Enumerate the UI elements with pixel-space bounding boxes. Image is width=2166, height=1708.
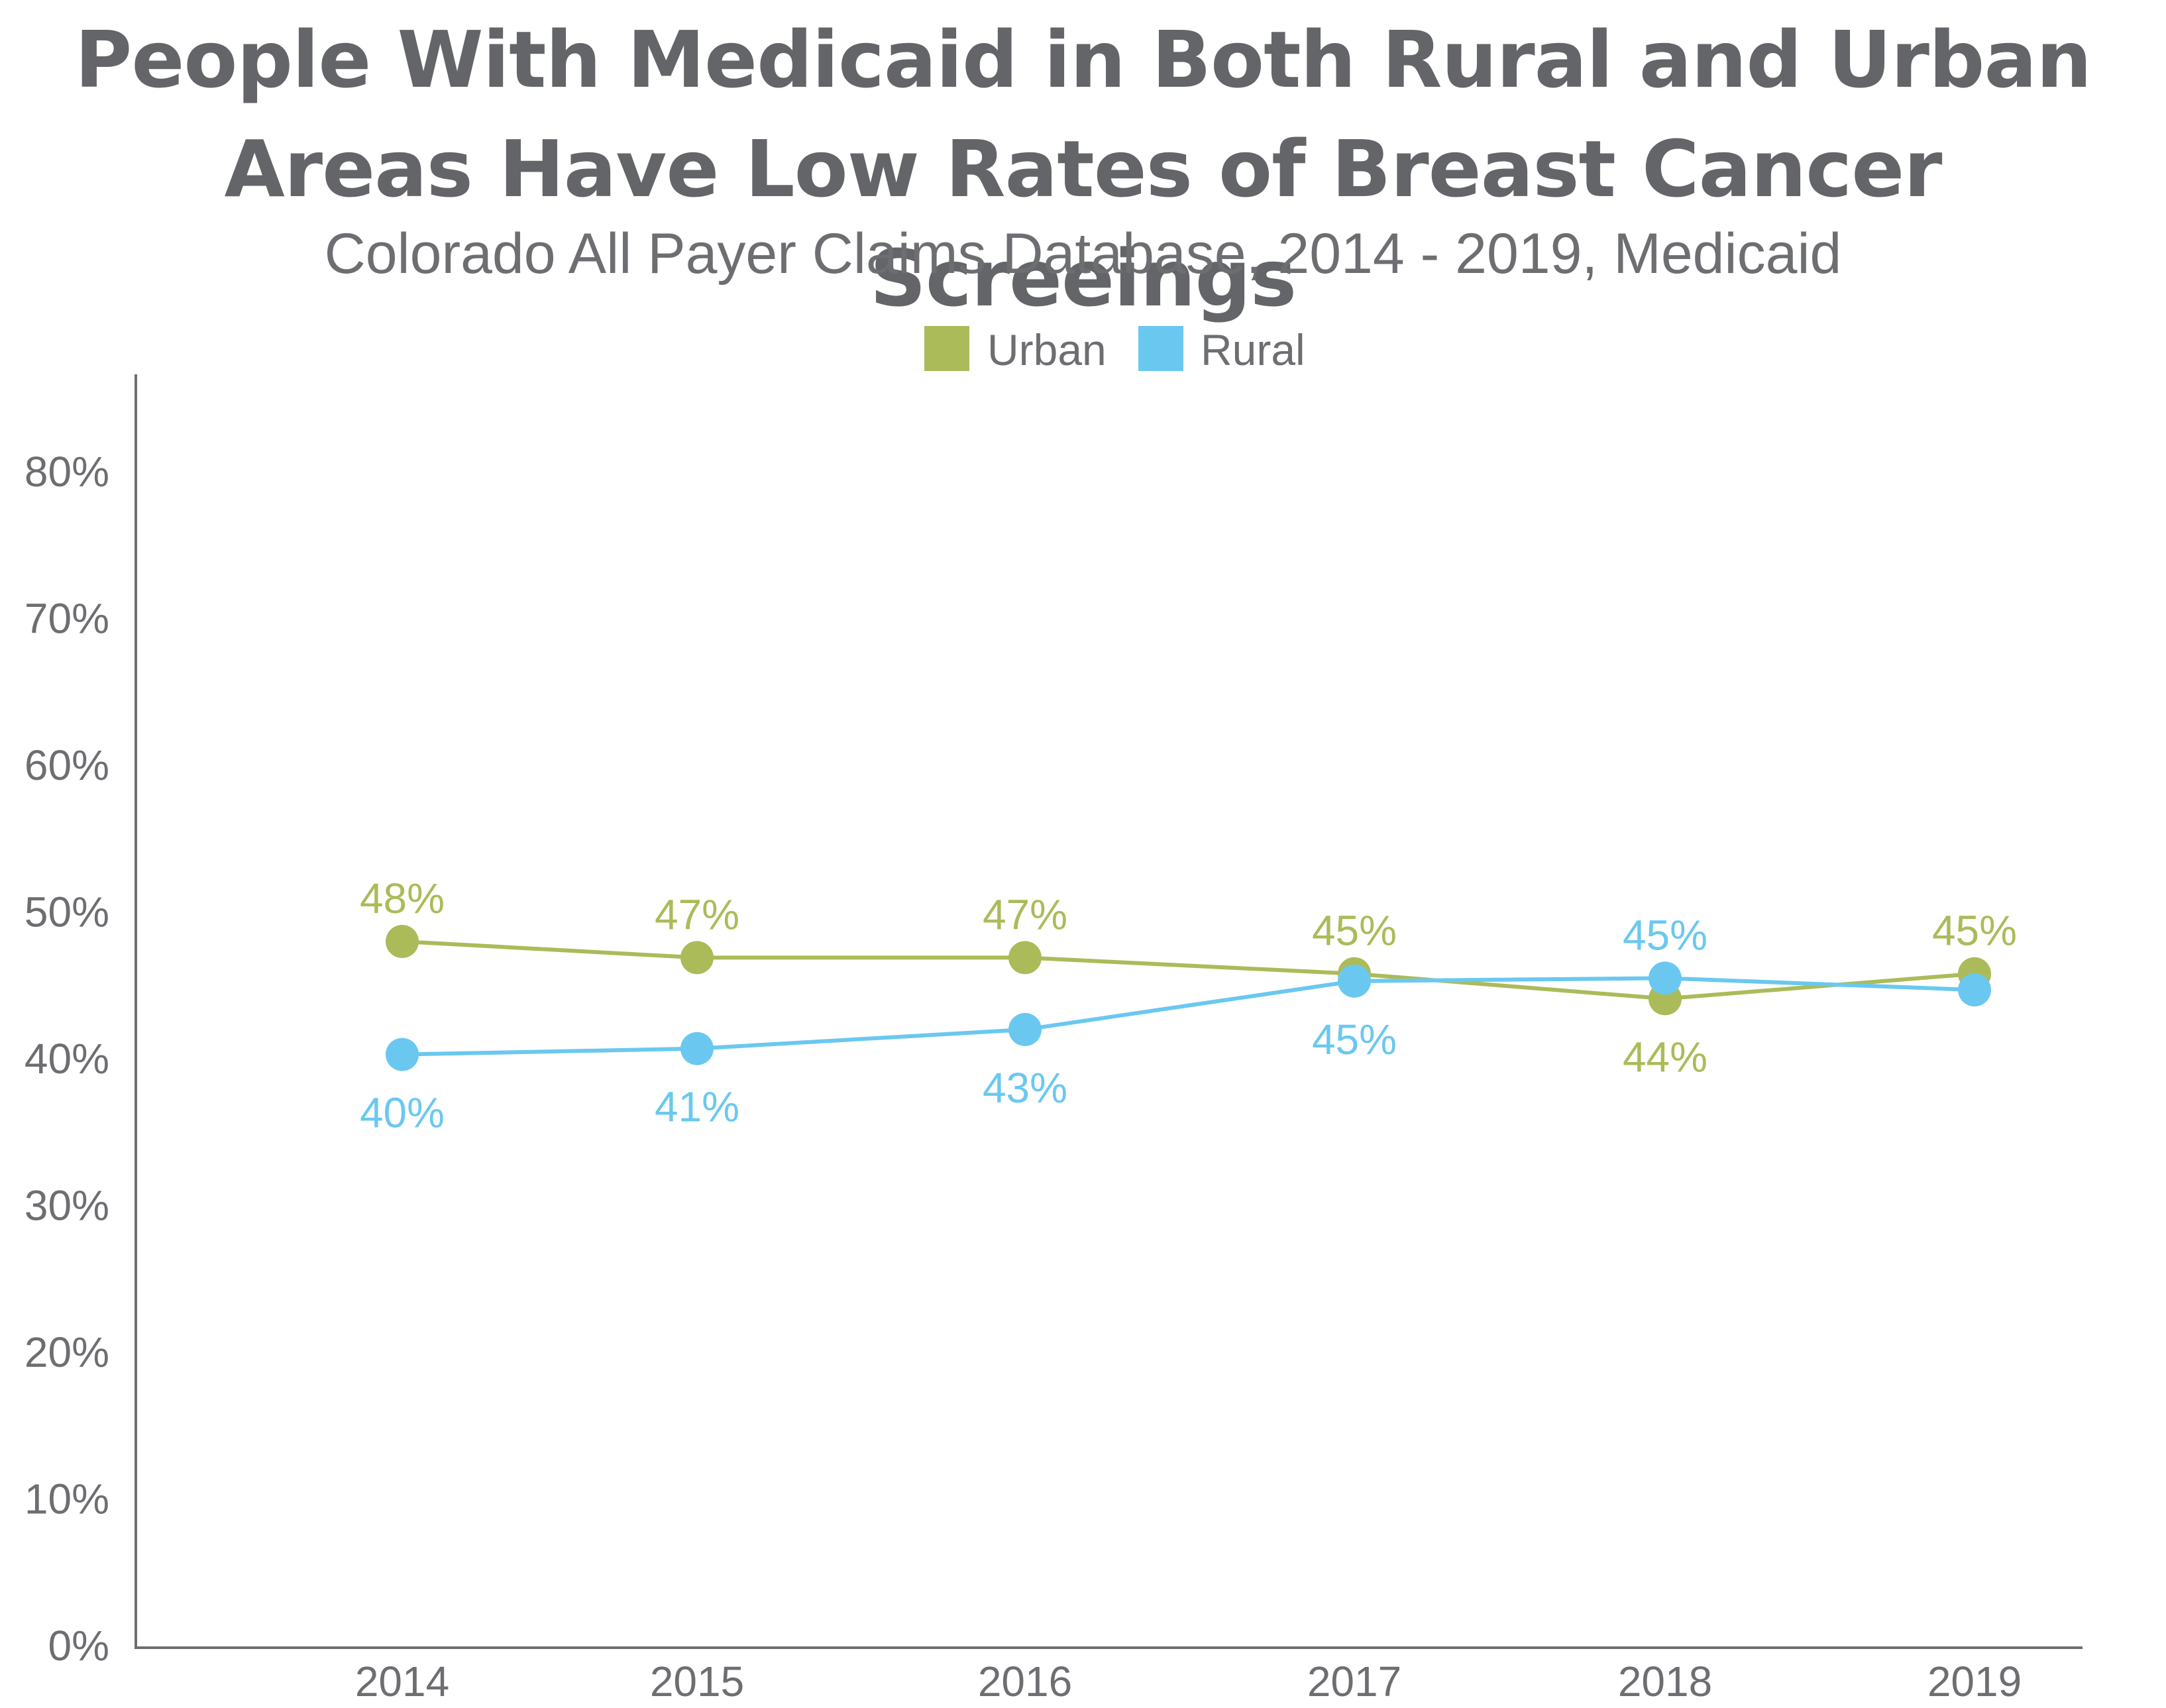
data-point-rural <box>1338 964 1371 998</box>
data-point-urban <box>386 925 419 959</box>
data-label-urban: 45% <box>1932 907 2017 955</box>
y-tick-label: 30% <box>25 1182 109 1230</box>
y-tick-label: 50% <box>25 888 109 936</box>
data-label-urban: 48% <box>360 875 445 922</box>
x-tick-label: 2017 <box>1307 1658 1401 1705</box>
data-label-rural: 43% <box>983 1064 1067 1112</box>
y-tick-label: 60% <box>25 741 109 789</box>
x-tick-label: 2015 <box>650 1658 744 1705</box>
y-tick-label: 10% <box>25 1475 109 1523</box>
data-label-rural: 45% <box>1312 1016 1397 1063</box>
x-tick-label: 2016 <box>978 1658 1072 1705</box>
series-line-rural <box>402 976 1975 1057</box>
legend-label-urban: Urban <box>987 325 1107 374</box>
data-point-rural <box>680 1032 714 1065</box>
data-label-urban: 47% <box>983 890 1067 938</box>
data-labels-layer: 48% 47% 47% 45% 44% 45% 40% 41% 43% 45% 45% <box>360 875 2017 1137</box>
legend-swatch-rural <box>1138 326 1183 371</box>
data-label-rural: 40% <box>360 1089 445 1137</box>
y-tick-label: 40% <box>25 1035 109 1083</box>
data-label-urban: 45% <box>1312 907 1397 955</box>
data-label-urban: 47% <box>655 890 739 938</box>
data-label-rural: 41% <box>655 1083 739 1131</box>
legend-label-rural: Rural <box>1201 325 1305 374</box>
y-tick-label: 80% <box>25 448 109 496</box>
chart-subtitle: Colorado All Payer Claims Database, 2014… <box>324 222 1842 286</box>
y-tick-label: 70% <box>25 595 109 643</box>
data-point-rural <box>1958 973 1991 1007</box>
data-label-rural: 45% <box>1623 911 1707 959</box>
legend: Urban Rural <box>924 325 1305 374</box>
y-tick-label: 20% <box>25 1328 109 1376</box>
data-point-rural <box>1649 961 1682 995</box>
data-point-urban <box>1008 941 1042 975</box>
data-point-rural <box>386 1038 419 1071</box>
data-point-urban <box>680 941 714 975</box>
y-tick-label: 0% <box>48 1622 110 1670</box>
data-label-urban: 44% <box>1623 1033 1707 1081</box>
legend-swatch-urban <box>924 326 969 371</box>
series-line-urban <box>402 939 1975 1001</box>
chart-title: People With Medicaid in Both Rural and U… <box>74 14 2092 324</box>
x-tick-label: 2014 <box>355 1658 449 1705</box>
x-tick-label: 2019 <box>1927 1658 2022 1705</box>
chart-axes: 0% 10% 20% 30% 40% 50% 60% 70% 80% 2014 2015 2016 20… <box>25 374 2083 1705</box>
x-tick-label: 2018 <box>1618 1658 1712 1705</box>
data-point-rural <box>1008 1012 1042 1046</box>
series-layer <box>386 925 1991 1071</box>
